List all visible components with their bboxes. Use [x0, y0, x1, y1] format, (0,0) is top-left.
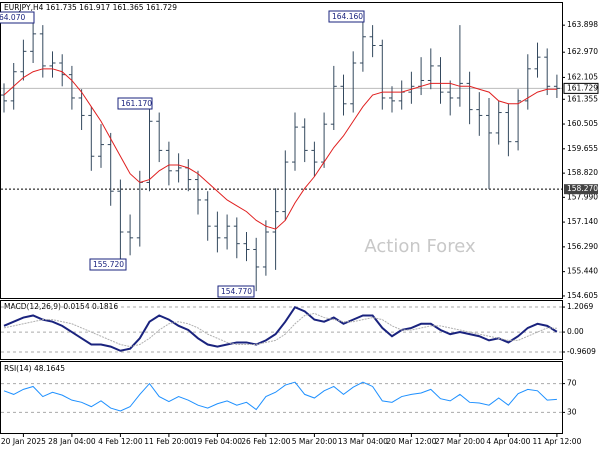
y-tick-label: 163.898 — [567, 20, 598, 29]
level-label: 158.270 — [567, 184, 598, 193]
x-tick-label: 27 Mar 20:00 — [435, 437, 485, 446]
indicator-line — [3, 381, 557, 412]
x-tick-label: 26 Feb 12:00 — [241, 437, 290, 446]
y-tick-label: 1.2069 — [567, 302, 593, 311]
x-tick-label: 5 Mar 20:00 — [292, 437, 338, 446]
x-tick-label: 11 Apr 12:00 — [532, 437, 581, 446]
annotation-box — [89, 258, 127, 271]
x-tick-label: 4 Apr 04:00 — [486, 437, 530, 446]
x-tick-label: 20 Mar 12:00 — [386, 437, 436, 446]
y-tick-label: 160.505 — [567, 119, 598, 128]
x-tick-label: 20 Jan 2025 — [1, 437, 46, 446]
moving-average — [3, 68, 557, 230]
y-tick-label: 30 — [567, 407, 577, 416]
indicator-line — [3, 305, 558, 352]
y-tick-label: 158.820 — [567, 168, 598, 177]
annotation-box — [117, 97, 153, 110]
annotation: 164.160 — [332, 12, 363, 21]
y-tick-label: -0.9609 — [567, 347, 596, 356]
y-tick-label: 161.355 — [567, 94, 598, 103]
y-tick-label: 154.605 — [567, 291, 598, 300]
annotation-box — [217, 285, 255, 298]
watermark: Action Forex — [364, 236, 476, 257]
y-tick-label: 157.140 — [567, 217, 598, 226]
x-tick-label: 13 Mar 04:00 — [338, 437, 388, 446]
macd-title: MACD(12,26,9) 0.0154 0.1816 — [4, 302, 118, 311]
last-price-box — [563, 82, 599, 94]
rsi-panel-frame — [0, 361, 563, 434]
indicator-line — [3, 312, 557, 348]
annotation: 154.770 — [221, 287, 252, 296]
annotation: 64.070 — [0, 13, 25, 22]
chart-title: EURJPY,H4 161.735 161.917 161.365 161.72… — [4, 3, 177, 12]
annotation-box — [328, 10, 365, 23]
annotation: 155.720 — [93, 260, 124, 269]
x-tick-label: 4 Feb 12:00 — [98, 437, 143, 446]
x-tick-label: 19 Feb 04:00 — [193, 437, 242, 446]
level-label-box — [564, 184, 598, 195]
last-price-label: 161.729 — [567, 83, 598, 92]
y-tick-label: 155.440 — [567, 267, 598, 276]
rsi-title: RSI(14) 48.1645 — [4, 364, 65, 373]
y-tick-label: 159.655 — [567, 144, 598, 153]
y-tick-label: 70 — [567, 379, 577, 388]
macd-panel-frame — [0, 300, 563, 360]
x-tick-label: 11 Feb 20:00 — [144, 437, 193, 446]
y-tick-label: 162.105 — [567, 72, 598, 81]
y-tick-label: 162.970 — [567, 47, 598, 56]
y-tick-label: 0.00 — [567, 327, 584, 336]
annotation-box — [0, 11, 35, 24]
x-tick-label: 28 Jan 04:00 — [48, 437, 96, 446]
main-panel-frame — [0, 2, 563, 299]
y-tick-label: 157.990 — [567, 192, 598, 201]
annotation: 161.170 — [121, 99, 152, 108]
y-tick-label: 156.290 — [567, 242, 598, 251]
